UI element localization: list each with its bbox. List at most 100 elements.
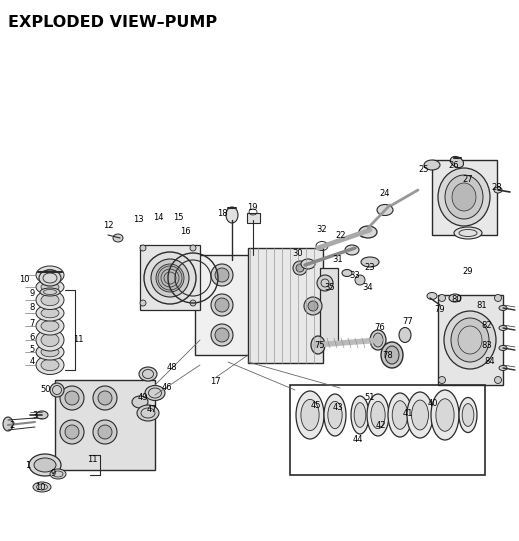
Text: EXPLODED VIEW–PUMP: EXPLODED VIEW–PUMP xyxy=(8,15,217,30)
Circle shape xyxy=(296,264,304,272)
Ellipse shape xyxy=(34,458,56,472)
Circle shape xyxy=(293,261,307,275)
Ellipse shape xyxy=(354,403,366,427)
Ellipse shape xyxy=(304,297,322,315)
Text: 25: 25 xyxy=(419,166,429,175)
Ellipse shape xyxy=(36,280,64,294)
Ellipse shape xyxy=(39,270,61,286)
Circle shape xyxy=(98,425,112,439)
Bar xyxy=(320,268,338,343)
Bar xyxy=(432,160,497,235)
Ellipse shape xyxy=(367,394,389,436)
Text: 13: 13 xyxy=(133,215,143,225)
Ellipse shape xyxy=(29,454,61,476)
Text: 35: 35 xyxy=(325,283,335,293)
Ellipse shape xyxy=(41,333,59,347)
Ellipse shape xyxy=(407,392,433,438)
Ellipse shape xyxy=(36,344,64,360)
Ellipse shape xyxy=(385,346,399,364)
Text: 77: 77 xyxy=(403,318,413,327)
Ellipse shape xyxy=(113,234,123,242)
Ellipse shape xyxy=(36,266,64,284)
Ellipse shape xyxy=(41,269,59,280)
Text: 80: 80 xyxy=(452,295,462,305)
Ellipse shape xyxy=(226,207,238,223)
Ellipse shape xyxy=(499,366,507,371)
Ellipse shape xyxy=(377,204,393,215)
Bar xyxy=(140,245,200,310)
Text: 1: 1 xyxy=(25,460,31,470)
Ellipse shape xyxy=(144,252,196,304)
Ellipse shape xyxy=(449,294,461,302)
Text: 82: 82 xyxy=(482,320,493,329)
Circle shape xyxy=(190,300,196,306)
Ellipse shape xyxy=(132,396,148,408)
Ellipse shape xyxy=(36,329,64,351)
Circle shape xyxy=(190,245,196,251)
Ellipse shape xyxy=(452,183,476,211)
Ellipse shape xyxy=(156,264,184,292)
Ellipse shape xyxy=(33,482,51,492)
Circle shape xyxy=(98,391,112,405)
Circle shape xyxy=(495,294,501,301)
Ellipse shape xyxy=(311,336,325,354)
Ellipse shape xyxy=(215,328,229,342)
Text: 26: 26 xyxy=(449,161,459,169)
Ellipse shape xyxy=(50,469,66,479)
Ellipse shape xyxy=(370,330,386,350)
Ellipse shape xyxy=(499,326,507,331)
Ellipse shape xyxy=(41,347,59,357)
Text: 76: 76 xyxy=(375,322,386,332)
Ellipse shape xyxy=(438,168,490,226)
Ellipse shape xyxy=(40,288,60,296)
Text: 30: 30 xyxy=(293,248,303,258)
Ellipse shape xyxy=(450,156,463,168)
Text: 32: 32 xyxy=(317,226,327,234)
Ellipse shape xyxy=(36,291,64,309)
Ellipse shape xyxy=(41,321,59,332)
Ellipse shape xyxy=(351,396,369,434)
Ellipse shape xyxy=(41,294,59,306)
Bar xyxy=(438,295,503,385)
Ellipse shape xyxy=(412,400,429,430)
Bar xyxy=(195,255,250,355)
Ellipse shape xyxy=(41,359,59,371)
Ellipse shape xyxy=(424,160,440,170)
Circle shape xyxy=(65,425,79,439)
Text: 24: 24 xyxy=(380,188,390,197)
Ellipse shape xyxy=(361,257,379,267)
Bar xyxy=(55,380,155,470)
Circle shape xyxy=(93,420,117,444)
Text: 49: 49 xyxy=(138,393,148,401)
Ellipse shape xyxy=(328,401,342,428)
Text: 43: 43 xyxy=(333,404,343,412)
Circle shape xyxy=(93,386,117,410)
Circle shape xyxy=(65,391,79,405)
Circle shape xyxy=(140,300,146,306)
Ellipse shape xyxy=(342,269,352,276)
Text: 22: 22 xyxy=(336,232,346,241)
Text: 15: 15 xyxy=(173,214,183,222)
Text: 33: 33 xyxy=(350,270,360,280)
Text: 28: 28 xyxy=(491,183,502,193)
Text: 5: 5 xyxy=(30,345,35,353)
Text: 29: 29 xyxy=(463,267,473,276)
Text: 47: 47 xyxy=(147,406,157,414)
Text: 45: 45 xyxy=(311,400,321,410)
Text: 41: 41 xyxy=(403,408,413,418)
Ellipse shape xyxy=(3,417,13,431)
Ellipse shape xyxy=(41,308,59,318)
Ellipse shape xyxy=(215,298,229,312)
Ellipse shape xyxy=(211,264,233,286)
Ellipse shape xyxy=(36,411,48,419)
Ellipse shape xyxy=(324,394,346,436)
Ellipse shape xyxy=(388,393,412,437)
Text: 2: 2 xyxy=(9,420,15,430)
Ellipse shape xyxy=(137,405,159,421)
Ellipse shape xyxy=(427,293,437,300)
Text: 17: 17 xyxy=(210,378,220,386)
Ellipse shape xyxy=(359,226,377,238)
Ellipse shape xyxy=(211,294,233,316)
Ellipse shape xyxy=(462,404,474,426)
Circle shape xyxy=(439,377,445,384)
